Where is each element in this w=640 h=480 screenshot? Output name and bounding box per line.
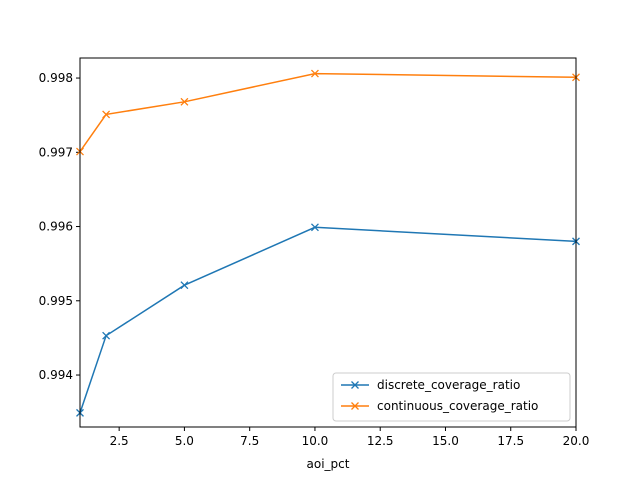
x-tick-label: 17.5 <box>497 434 524 448</box>
x-tick-label: 7.5 <box>240 434 259 448</box>
plot-frame <box>79 57 577 428</box>
legend-label-discrete_coverage_ratio: discrete_coverage_ratio <box>377 378 520 392</box>
series-continuous_coverage_ratio <box>76 69 580 156</box>
x-tick-label: 2.5 <box>110 434 129 448</box>
legend-marker-icon <box>351 402 359 410</box>
legend-label-continuous_coverage_ratio: continuous_coverage_ratio <box>377 399 538 413</box>
series-lines <box>76 69 580 417</box>
x-tick-label: 12.5 <box>367 434 394 448</box>
axis-ticks: 2.5 5.0 7.5 10.0 12.5 15.0 17.5 20.0 0.994 0.995 0… <box>39 71 590 448</box>
x-tick-label: 20.0 <box>563 434 590 448</box>
legend-marker-icon <box>351 381 359 389</box>
data-point-marker <box>102 110 111 119</box>
data-point-marker <box>310 69 319 78</box>
x-tick-label: 10.0 <box>302 434 329 448</box>
y-tick-label: 0.996 <box>39 220 73 234</box>
y-tick-label: 0.998 <box>39 71 73 85</box>
x-tick-label: 5.0 <box>175 434 194 448</box>
y-tick-label: 0.997 <box>39 145 73 159</box>
y-tick-label: 0.994 <box>39 368 73 382</box>
x-tick-label: 15.0 <box>432 434 459 448</box>
series-discrete_coverage_ratio <box>76 223 580 417</box>
legend-box <box>332 372 571 422</box>
data-point-marker <box>180 281 189 290</box>
legend: discrete_coverage_ratio continuous_covera… <box>332 372 571 422</box>
y-tick-label: 0.995 <box>39 294 73 308</box>
x-axis-label: aoi_pct <box>307 457 350 471</box>
data-point-marker <box>310 223 319 232</box>
data-point-marker <box>102 331 111 340</box>
data-point-marker <box>180 97 189 106</box>
